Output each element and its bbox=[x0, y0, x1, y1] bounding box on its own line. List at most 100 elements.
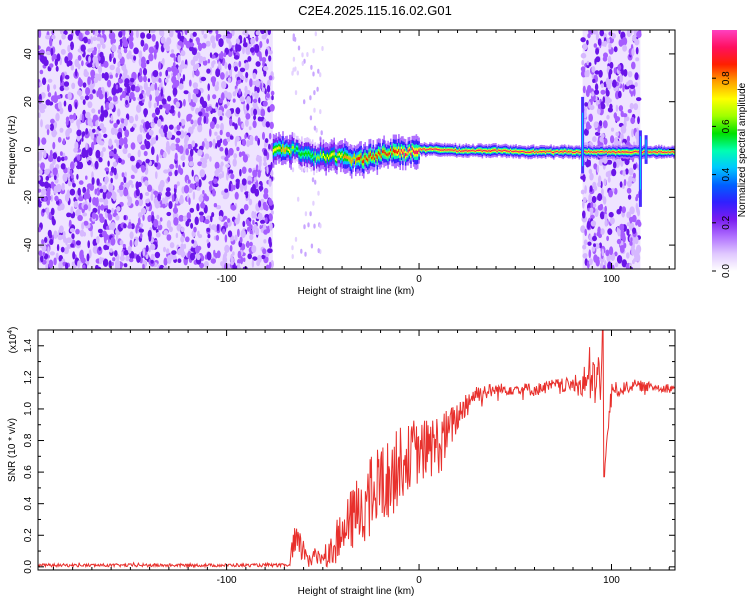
noise-blob bbox=[112, 161, 118, 167]
noise-blob bbox=[218, 61, 221, 70]
ridge-segment bbox=[368, 154, 370, 159]
noise-blob bbox=[69, 114, 74, 120]
ridge-segment bbox=[284, 148, 287, 152]
noise-blob bbox=[135, 30, 139, 39]
noise-blob bbox=[70, 64, 75, 71]
ridge-segment bbox=[355, 159, 357, 163]
noise-blob bbox=[176, 124, 181, 131]
noise-blob bbox=[176, 181, 180, 187]
noise-blob bbox=[262, 248, 267, 255]
noise-blob bbox=[160, 149, 164, 156]
faint-blob bbox=[291, 70, 294, 76]
noise-blob bbox=[180, 60, 185, 69]
noise-blob bbox=[197, 230, 200, 237]
noise-region bbox=[38, 30, 275, 269]
y-tick-label: -20 bbox=[23, 190, 34, 205]
noise-blob bbox=[145, 158, 150, 164]
noise-blob bbox=[587, 85, 592, 93]
noise-blob bbox=[91, 177, 95, 185]
noise-blob bbox=[631, 48, 635, 57]
ridge-segment bbox=[340, 154, 342, 158]
ridge-segment bbox=[511, 151, 513, 153]
faint-blob bbox=[304, 211, 308, 217]
noise-blob bbox=[40, 255, 44, 263]
noise-blob bbox=[83, 191, 88, 201]
noise-blob bbox=[195, 37, 200, 43]
ridge-segment bbox=[464, 150, 466, 152]
noise-blob bbox=[250, 47, 255, 53]
noise-blob bbox=[154, 82, 158, 91]
noise-blob bbox=[109, 74, 113, 79]
noise-blob bbox=[40, 162, 45, 171]
noise-blob bbox=[604, 219, 608, 227]
noise-blob bbox=[92, 207, 98, 213]
noise-blob bbox=[132, 165, 138, 173]
noise-blob bbox=[595, 48, 600, 55]
noise-blob bbox=[59, 30, 64, 35]
faint-blob bbox=[309, 211, 312, 217]
ridge-segment bbox=[474, 150, 477, 152]
noise-blob bbox=[590, 201, 594, 210]
noise-blob bbox=[110, 115, 114, 122]
ridge-segment bbox=[477, 149, 480, 151]
noise-blob bbox=[245, 71, 249, 79]
noise-blob bbox=[237, 259, 241, 264]
noise-blob bbox=[175, 232, 179, 239]
ridge-segment bbox=[367, 158, 369, 162]
noise-blob bbox=[128, 50, 132, 57]
noise-blob bbox=[129, 231, 134, 240]
ridge-segment bbox=[671, 150, 674, 152]
noise-blob bbox=[583, 239, 588, 246]
ridge-segment bbox=[636, 151, 639, 153]
noise-blob bbox=[249, 234, 254, 241]
noise-blob bbox=[166, 67, 172, 72]
noise-blob bbox=[150, 138, 154, 147]
noise-blob bbox=[624, 116, 630, 122]
noise-blob bbox=[593, 254, 598, 263]
noise-blob bbox=[127, 153, 132, 159]
noise-blob bbox=[252, 256, 258, 261]
ridge-segment bbox=[338, 152, 341, 156]
noise-blob bbox=[82, 186, 87, 194]
noise-blob bbox=[146, 59, 150, 65]
noise-blob bbox=[102, 190, 107, 200]
noise-blob bbox=[86, 63, 93, 68]
noise-blob bbox=[264, 138, 269, 144]
noise-blob bbox=[235, 38, 240, 45]
ridge-segment bbox=[412, 149, 415, 153]
noise-blob bbox=[82, 99, 86, 105]
noise-blob bbox=[77, 260, 81, 269]
noise-blob bbox=[160, 88, 164, 97]
noise-blob bbox=[141, 56, 146, 65]
noise-blob bbox=[87, 101, 93, 109]
noise-blob bbox=[56, 53, 61, 62]
noise-blob bbox=[148, 129, 154, 136]
ridge-segment bbox=[666, 152, 668, 154]
noise-blob bbox=[252, 120, 257, 129]
noise-blob bbox=[206, 251, 212, 261]
noise-blob bbox=[154, 251, 161, 259]
noise-blob bbox=[174, 152, 178, 161]
noise-blob bbox=[268, 178, 272, 187]
noise-blob bbox=[134, 114, 139, 122]
noise-blob bbox=[64, 155, 68, 161]
ridge-segment bbox=[385, 153, 388, 156]
noise-blob bbox=[247, 253, 252, 260]
noise-blob bbox=[241, 123, 245, 129]
noise-blob bbox=[183, 243, 187, 249]
noise-blob bbox=[190, 222, 194, 229]
noise-blob bbox=[266, 166, 269, 175]
noise-blob bbox=[90, 133, 95, 140]
ridge-segment bbox=[416, 150, 419, 155]
ridge-segment bbox=[466, 150, 469, 152]
noise-blob bbox=[230, 260, 235, 266]
noise-blob bbox=[196, 52, 201, 59]
noise-blob bbox=[98, 256, 103, 265]
ridge-segment bbox=[278, 146, 280, 150]
noise-blob bbox=[126, 85, 131, 94]
ridge-segment bbox=[345, 155, 348, 159]
noise-blob bbox=[151, 34, 156, 42]
noise-blob bbox=[38, 112, 41, 118]
faint-blob bbox=[301, 61, 304, 66]
noise-blob bbox=[75, 228, 80, 235]
